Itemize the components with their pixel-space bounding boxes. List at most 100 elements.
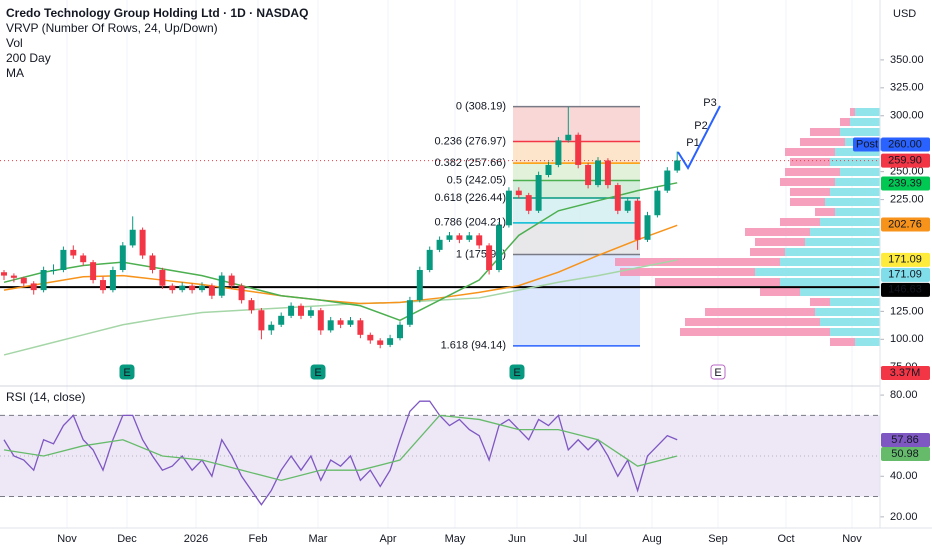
vp-down [750,248,785,256]
price-tag [881,153,930,168]
ma-line [3,182,678,322]
candle-body [149,255,156,270]
price-tag [881,282,930,297]
vp-down [780,178,835,186]
fib-zone [513,163,640,181]
price-tag-label: 202.76 [888,218,922,230]
candle-body [30,283,37,291]
x-tick-label: Apr [379,533,396,545]
candle-body [50,270,57,271]
earnings-label: E [314,367,321,379]
vp-down [850,108,855,116]
candle-body [644,215,651,240]
candle-body [129,229,136,246]
vp-down [620,268,755,276]
y-tick-label: 20.00 [890,511,918,523]
vp-up [810,228,880,236]
fib-label: 1.618 (94.14) [441,340,506,352]
price-tag-label: 259.90 [888,154,922,166]
chart-title: Credo Technology Group Holding Ltd · 1D … [6,6,308,20]
candle-body [228,275,235,286]
x-tick-label: Jun [508,533,526,545]
vp-up [830,328,880,336]
candle-body [525,195,532,211]
x-tick-label: Nov [842,533,862,545]
vp-up [835,178,880,186]
candle-body [446,235,453,240]
vp-down [785,148,835,156]
vp-down [685,318,820,326]
vp-down [815,208,835,216]
candle-body [298,305,304,316]
y-tick-label: 250.00 [890,166,924,178]
vp-down [760,288,800,296]
x-tick-label: Oct [777,533,794,545]
vp-up [830,188,880,196]
indicator-label: Vol [6,36,23,50]
price-tag [881,217,930,232]
candle-body [604,160,611,186]
candle-body [515,190,522,196]
candle-body [545,164,552,175]
candle-body [60,249,67,270]
vp-down [810,128,840,136]
x-tick-label: Dec [117,533,137,545]
fib-zone [513,222,640,255]
earnings-label: E [513,367,520,379]
vp-up [755,268,880,276]
vp-down [800,138,845,146]
earnings-label: E [714,367,721,379]
rsi-line [3,414,678,481]
earnings-marker [710,364,726,380]
vp-up [840,128,880,136]
fib-zone [513,197,640,223]
earnings-marker [509,364,525,380]
vp-down [790,188,830,196]
y-tick-label: 125.00 [890,305,924,317]
x-tick-label: Mar [309,533,328,545]
rsi-tag [881,433,930,448]
candle-body [337,320,344,325]
candle-body [218,275,225,296]
volume-tag [881,366,930,380]
price-tag-label: 239.39 [888,177,922,189]
candle-body [624,200,631,211]
candle-body [486,245,493,270]
post-label: Post [856,138,878,150]
candle-body [664,170,671,191]
ma-line [3,224,678,305]
candle-body [367,334,374,341]
candle-body [10,275,17,278]
vp-down [790,158,830,166]
fib-label: 0 (308.19) [456,101,506,113]
candle-body [674,160,681,171]
x-tick-label: Jul [573,533,587,545]
fib-zone [513,254,640,346]
vp-down [615,258,780,266]
y-tick-label: 325.00 [890,82,924,94]
candle-body [436,239,443,250]
vp-up [780,258,880,266]
candle-body [90,262,97,281]
vp-up [830,298,880,306]
price-tag-label: 146.63 [888,284,922,296]
vp-up [820,218,880,226]
candle-body [80,255,87,263]
vp-down [780,218,820,226]
candle-body [505,190,512,226]
candle-body [179,285,186,291]
vp-down [830,338,855,346]
pattern-label: P2 [694,120,707,132]
price-tag [881,252,930,267]
candle-body [634,200,641,240]
vp-up [820,318,880,326]
vp-up [805,238,880,246]
price-tag-label: 171.09 [888,254,922,266]
candle-body [347,320,354,325]
rsi-title: RSI (14, close) [6,390,85,404]
vp-up [835,148,880,156]
vp-up [785,248,880,256]
pattern-label: P1 [686,137,699,149]
y-tick-label: 80.00 [890,389,918,401]
candle-body [377,340,384,345]
